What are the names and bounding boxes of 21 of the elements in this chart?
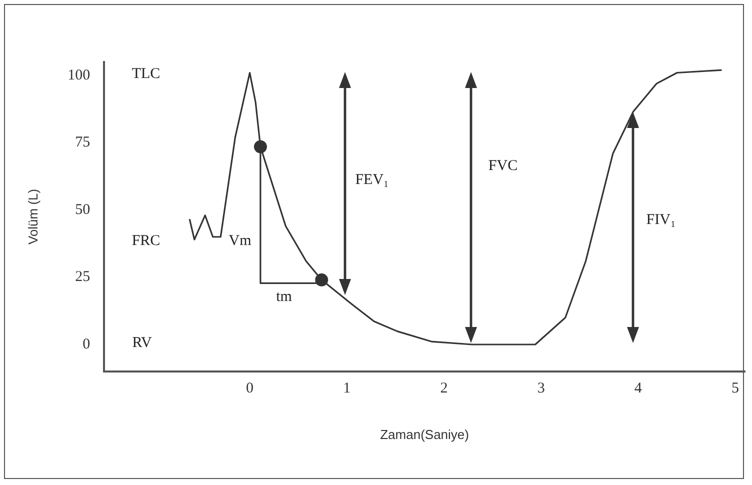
annotation: FEV₁ [355,172,389,188]
y-tick-label: 25 [75,269,90,286]
y-tick-label: 0 [82,336,90,352]
x-tick-label: 2 [440,380,448,396]
x-tick-label: 4 [634,380,642,396]
x-tick-label: 5 [732,380,740,396]
y-tick-label: 75 [75,134,90,151]
x-axis-title: Zaman(Saniye) [380,426,469,442]
x-tick-label: 3 [537,380,545,396]
x-tick-label: 0 [246,380,254,396]
annotation: FRC [132,232,160,249]
y-tick-label: 50 [75,202,90,218]
y-axis-title: Volüm (L) [25,188,40,245]
annotation: FVC [488,158,518,174]
annotation: FIV₁ [646,212,676,228]
annotation: TLC [132,66,160,82]
x-tick-label: 1 [343,380,351,396]
annotation: RV [132,334,152,351]
annotation: Vm [228,232,252,249]
y-tick-label: 100 [68,67,90,84]
annotation: tm [276,288,292,305]
